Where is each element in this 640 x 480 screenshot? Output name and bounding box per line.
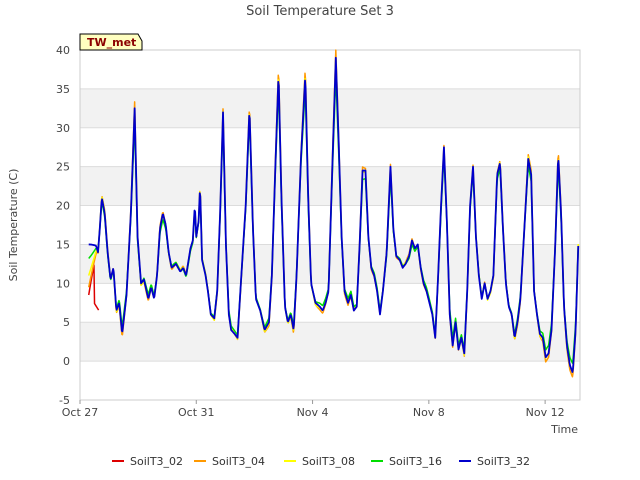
x-tick-label: Oct 27 xyxy=(62,406,99,419)
y-tick-label: 35 xyxy=(56,83,70,96)
legend-label: SoilT3_32 xyxy=(477,455,530,468)
y-tick-label: 15 xyxy=(56,238,70,251)
x-tick-label: Oct 31 xyxy=(178,406,215,419)
series-line-soilt3-32 xyxy=(88,56,580,373)
x-axis-label: Time xyxy=(550,423,578,436)
chart-title: Soil Temperature Set 3 xyxy=(246,4,394,19)
plot-band xyxy=(80,88,580,128)
y-axis-ticks: -5 0 5 10 15 20 25 30 35 40 xyxy=(56,44,70,407)
x-tick-label: Nov 12 xyxy=(526,406,565,419)
legend-label: SoilT3_04 xyxy=(212,455,265,468)
legend: SoilT3_02 SoilT3_04 SoilT3_08 SoilT3_16 Soil… xyxy=(112,455,530,468)
x-tick-label: Nov 8 xyxy=(413,406,445,419)
plot-border xyxy=(79,49,581,401)
y-tick-label: -5 xyxy=(59,394,70,407)
y-tick-label: 40 xyxy=(56,44,70,57)
legend-label: SoilT3_16 xyxy=(389,455,442,468)
y-axis-label: Soil Temperature (C) xyxy=(7,169,20,282)
badge-label: TW_met xyxy=(87,36,136,49)
x-tick-label: Nov 4 xyxy=(297,406,329,419)
tw-met-badge: TW_met xyxy=(79,33,143,51)
y-tick-label: 10 xyxy=(56,277,70,290)
y-tick-label: 0 xyxy=(63,355,70,368)
legend-label: SoilT3_02 xyxy=(130,455,183,468)
y-tick-label: 20 xyxy=(56,200,70,213)
x-axis-ticks: Oct 27 Oct 31 Nov 4 Nov 8 Nov 12 xyxy=(62,400,565,419)
series-lines xyxy=(87,49,580,378)
plot-band xyxy=(80,166,580,206)
y-tick-label: 25 xyxy=(56,161,70,174)
legend-label: SoilT3_08 xyxy=(302,455,355,468)
y-tick-label: 30 xyxy=(56,122,70,135)
grid-lines xyxy=(79,49,581,401)
plot-band xyxy=(80,322,580,362)
y-tick-label: 5 xyxy=(63,316,70,329)
